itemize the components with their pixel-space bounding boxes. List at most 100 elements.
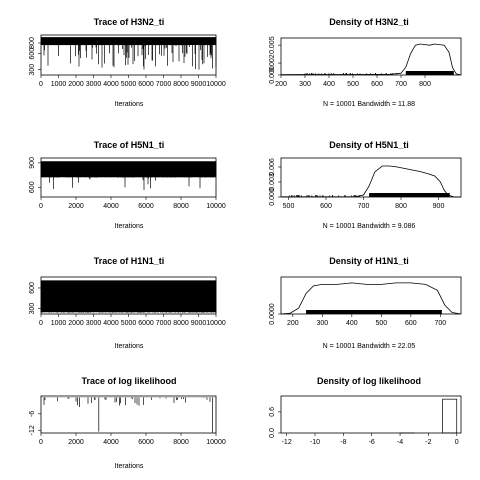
y-tick-label: -12 xyxy=(29,425,36,435)
x-tick-label: 300 xyxy=(299,81,311,88)
density-footer: N = 10001 Bandwidth = 22.05 xyxy=(323,343,416,350)
rug-sparse xyxy=(304,73,397,75)
x-tick-label: 10000 xyxy=(206,81,226,88)
x-tick-label: 800 xyxy=(395,203,407,210)
x-tick-label: 10000 xyxy=(206,320,226,327)
x-tick-label: 6000 xyxy=(138,439,154,446)
y-tick-label: 600 xyxy=(29,282,36,294)
x-tick-label: 0 xyxy=(39,81,43,88)
x-axis-label: Iterations xyxy=(115,101,144,108)
density-curve xyxy=(280,43,462,76)
x-tick-label: 4000 xyxy=(103,81,119,88)
y-tick-label: 800 xyxy=(29,37,36,49)
x-tick-label: 8000 xyxy=(173,320,189,327)
chart-title: Trace of H5N1_ti xyxy=(94,140,165,150)
x-tick-label: 800 xyxy=(419,81,431,88)
panel-trace-loglik: Trace of log likelihood Iterations 0 2000… xyxy=(29,376,226,470)
y-tick-label: 300 xyxy=(29,303,36,315)
histogram-bar xyxy=(442,398,458,434)
x-tick-label: 500 xyxy=(347,81,359,88)
x-tick-label: 2000 xyxy=(68,439,84,446)
x-tick-label: 300 xyxy=(316,320,328,327)
x-tick-label: -4 xyxy=(397,439,403,446)
x-tick-label: 500 xyxy=(283,203,295,210)
x-tick-label: 0 xyxy=(39,320,43,327)
chart-title: Trace of H3N2_ti xyxy=(94,17,165,27)
y-tick-label: 0.006 xyxy=(269,158,276,176)
x-tick-label: 3000 xyxy=(86,320,102,327)
x-tick-label: 7000 xyxy=(156,320,172,327)
panel-trace-h1n1: Trace of H1N1_ti Iterations 0 1000 2000 300… xyxy=(29,256,226,350)
y-tick-label: 300 xyxy=(29,64,36,76)
x-tick-label: 200 xyxy=(287,320,299,327)
x-tick-label: -2 xyxy=(425,439,431,446)
x-tick-label: 900 xyxy=(433,203,445,210)
x-tick-label: 10000 xyxy=(206,439,226,446)
x-tick-label: 500 xyxy=(375,320,387,327)
panel-density-loglik: Density of log likelihood -12 -10 -8 -6 -4 -2… xyxy=(269,376,462,446)
trace-series xyxy=(40,161,217,190)
x-tick-label: 4000 xyxy=(103,439,119,446)
x-tick-label: 3000 xyxy=(86,81,102,88)
chart-title: Density of H5N1_ti xyxy=(329,140,409,150)
y-tick-label: 600 xyxy=(29,48,36,60)
chart-title: Density of H1N1_ti xyxy=(329,256,409,266)
x-tick-label: 8000 xyxy=(173,203,189,210)
rug-dense xyxy=(369,193,450,197)
x-tick-label: 2000 xyxy=(68,320,84,327)
x-tick-label: 5000 xyxy=(121,81,137,88)
x-tick-label: 7000 xyxy=(156,81,172,88)
plot-frame xyxy=(280,395,462,434)
chart-title: Density of H3N2_ti xyxy=(329,17,409,27)
x-tick-label: -8 xyxy=(340,439,346,446)
chart-title: Trace of H1N1_ti xyxy=(94,256,165,266)
y-tick-label: 0.002 xyxy=(269,54,276,72)
x-tick-label: 9000 xyxy=(191,320,207,327)
x-tick-label: 5000 xyxy=(121,320,137,327)
x-tick-label: 600 xyxy=(405,320,417,327)
x-tick-label: 2000 xyxy=(68,81,84,88)
y-tick-label: 900 xyxy=(29,157,36,169)
x-tick-label: 400 xyxy=(323,81,335,88)
x-tick-label: 600 xyxy=(320,203,332,210)
x-tick-label: -12 xyxy=(282,439,292,446)
x-tick-label: 0 xyxy=(39,439,43,446)
trace-series xyxy=(40,37,217,70)
panel-density-h5n1: Density of H5N1_ti N = 10001 Bandwidth =… xyxy=(269,140,462,230)
x-tick-label: 10000 xyxy=(206,203,226,210)
y-tick-label: 0.0 xyxy=(269,428,276,438)
trace-series xyxy=(40,397,217,433)
x-tick-label: 4000 xyxy=(103,203,119,210)
panel-trace-h5n1: Trace of H5N1_ti Iterations 0 2000 4000 600… xyxy=(29,140,226,230)
x-tick-label: -10 xyxy=(310,439,320,446)
plot-frame xyxy=(280,37,462,76)
rug-sparse xyxy=(289,195,360,197)
x-tick-label: -6 xyxy=(369,439,375,446)
y-tick-label: 0.003 xyxy=(269,173,276,191)
y-tick-label: 0.000 xyxy=(269,188,276,206)
plot-frame xyxy=(280,157,462,198)
x-tick-label: 700 xyxy=(358,203,370,210)
x-tick-label: 4000 xyxy=(103,320,119,327)
panel-trace-h3n2: Trace of H3N2_ti Iterations 0 1000 2000 300… xyxy=(29,17,226,108)
x-tick-label: 6000 xyxy=(138,320,154,327)
plot-frame xyxy=(280,276,462,315)
density-curve xyxy=(280,282,462,315)
x-tick-label: 0 xyxy=(39,203,43,210)
x-tick-label: 6000 xyxy=(138,81,154,88)
x-tick-label: 600 xyxy=(371,81,383,88)
x-tick-label: 200 xyxy=(275,81,287,88)
x-tick-label: 400 xyxy=(346,320,358,327)
x-axis-label: Iterations xyxy=(115,463,144,470)
y-tick-label: 600 xyxy=(29,181,36,193)
density-footer: N = 10001 Bandwidth = 9.086 xyxy=(323,223,416,230)
y-tick-label: -6 xyxy=(29,411,36,417)
trace-series xyxy=(40,280,217,313)
x-tick-label: 1000 xyxy=(51,81,67,88)
x-tick-label: 700 xyxy=(435,320,447,327)
panel-density-h1n1: Density of H1N1_ti N = 10001 Bandwidth =… xyxy=(269,256,462,350)
x-tick-label: 6000 xyxy=(138,203,154,210)
x-axis-label: Iterations xyxy=(115,343,144,350)
x-tick-label: 0 xyxy=(455,439,459,446)
